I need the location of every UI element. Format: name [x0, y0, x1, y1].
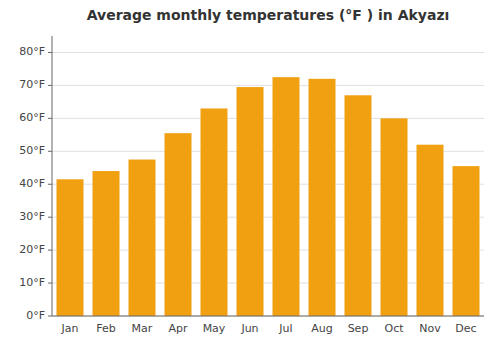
bar	[237, 87, 264, 316]
y-axis-line	[52, 36, 53, 316]
y-tick	[48, 118, 52, 119]
y-tick-label: 80°F	[19, 45, 45, 58]
bar	[381, 118, 408, 316]
x-tick-label: Nov	[419, 322, 441, 335]
bar	[417, 145, 444, 316]
bar	[165, 133, 192, 316]
x-tick-label: Feb	[96, 322, 115, 335]
y-tick-label: 40°F	[19, 177, 45, 190]
x-tick-label: Jul	[278, 322, 292, 335]
y-tick	[48, 316, 52, 317]
bars	[57, 77, 480, 316]
x-tick-label: Apr	[168, 322, 188, 335]
grid-line	[52, 118, 484, 119]
y-tick-label: 20°F	[19, 243, 45, 256]
bar	[345, 95, 372, 316]
title: Average monthly temperatures (°F ) in Ak…	[87, 7, 450, 23]
y-tick	[48, 184, 52, 185]
grid-line	[52, 85, 484, 86]
x-axis-line	[52, 316, 484, 317]
x-tick-label: Oct	[384, 322, 404, 335]
x-tick-label: Mar	[132, 322, 153, 335]
chart-container: Average monthly temperatures (°F ) in Ak…	[0, 0, 500, 350]
y-tick	[48, 85, 52, 86]
x-tick-label: Jan	[61, 322, 79, 335]
bar	[57, 179, 84, 316]
grid-line	[52, 316, 484, 317]
y-axis: 0°F 10°F 20°F 30°F 40°F 50°F 60°F 70°F 80°F	[19, 45, 52, 322]
x-tick-label: Jun	[240, 322, 258, 335]
y-tick-label: 60°F	[19, 111, 45, 124]
chart: Average monthly temperatures (°F ) in Ak…	[0, 0, 500, 350]
y-tick	[48, 151, 52, 152]
y-tick	[48, 217, 52, 218]
y-tick-label: 10°F	[19, 276, 45, 289]
x-tick-label: May	[203, 322, 226, 335]
y-tick-label: 0°F	[26, 309, 45, 322]
x-tick-label: Aug	[311, 322, 332, 335]
bar	[273, 77, 300, 316]
y-tick	[48, 250, 52, 251]
y-tick-label: 50°F	[19, 144, 45, 157]
bar	[93, 171, 120, 316]
bar	[309, 79, 336, 316]
y-grid	[52, 52, 484, 316]
x-axis: Jan Feb Mar Apr May Jun Jul Aug Sep Oct Nov Dec	[61, 322, 477, 335]
x-tick-label: Dec	[455, 322, 476, 335]
y-tick-label: 30°F	[19, 210, 45, 223]
y-tick-label: 70°F	[19, 78, 45, 91]
x-tick-label: Sep	[348, 322, 369, 335]
bar	[453, 166, 480, 316]
y-tick	[48, 52, 52, 53]
y-tick	[48, 283, 52, 284]
bar	[201, 108, 228, 316]
bar	[129, 160, 156, 316]
grid-line	[52, 52, 484, 53]
